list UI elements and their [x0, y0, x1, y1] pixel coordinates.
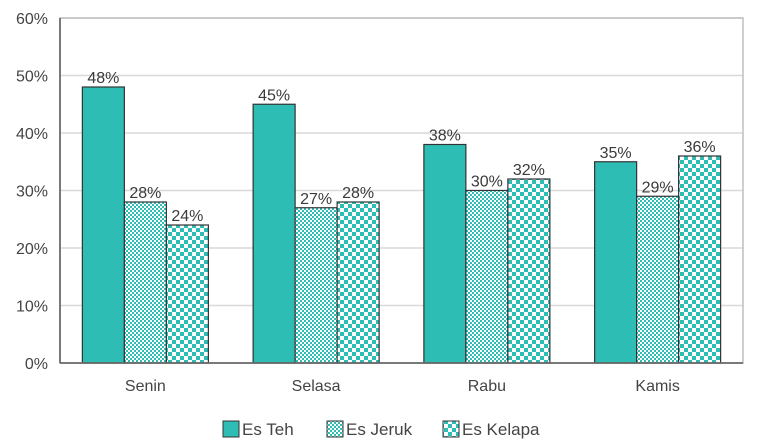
data-label: 48% [87, 70, 119, 87]
bar-es-kelapa [336, 201, 380, 364]
data-label: 28% [342, 185, 374, 202]
bar-es-kelapa [678, 155, 722, 364]
y-tick-label: 60% [16, 11, 48, 28]
bar-es-jeruk [636, 195, 680, 364]
x-axis-ticks: Senin Selasa Rabu Kamis [125, 378, 680, 395]
bar-es-teh [423, 143, 467, 364]
bar-es-kelapa [165, 224, 209, 364]
data-label: 32% [513, 162, 545, 179]
legend: Es Teh Es Jeruk Es Kelapa [222, 420, 540, 439]
y-tick-label: 30% [16, 184, 48, 201]
y-tick-label: 0% [25, 356, 48, 373]
legend-label: Es Teh [242, 420, 294, 439]
bar-es-jeruk [123, 201, 167, 364]
data-label: 27% [300, 191, 332, 208]
legend-label: Es Jeruk [346, 420, 413, 439]
x-tick-label: Rabu [468, 378, 506, 395]
legend-swatch [222, 420, 240, 438]
legend-swatch [442, 420, 460, 438]
legend-label: Es Kelapa [462, 420, 540, 439]
data-label: 35% [600, 145, 632, 162]
plot-frame [59, 17, 744, 364]
y-axis-ticks: 0% 10% 20% 30% 40% 50% 60% [16, 11, 48, 373]
data-label: 30% [471, 174, 503, 191]
legend-swatch [326, 420, 344, 438]
x-tick-label: Selasa [292, 378, 341, 395]
data-label: 45% [258, 87, 290, 104]
data-label: 36% [684, 139, 716, 156]
y-tick-label: 40% [16, 126, 48, 143]
data-labels: 48% 28% 24% 45% 27% 28% 38% 30% 32% 35% 29% 36% [87, 70, 715, 225]
bar-es-teh [594, 161, 638, 364]
bar-es-jeruk [294, 207, 338, 364]
data-label: 24% [171, 208, 203, 225]
x-tick-label: Senin [125, 378, 166, 395]
y-tick-label: 20% [16, 241, 48, 258]
data-label: 38% [429, 128, 461, 145]
bar-es-teh [252, 103, 296, 364]
bar-es-jeruk [465, 189, 509, 364]
data-label: 28% [129, 185, 161, 202]
bar-es-teh [81, 86, 125, 364]
bar-es-kelapa [507, 178, 551, 364]
bars [81, 86, 722, 364]
data-label: 29% [642, 179, 674, 196]
x-tick-label: Kamis [635, 378, 679, 395]
y-tick-label: 10% [16, 299, 48, 316]
y-tick-label: 50% [16, 69, 48, 86]
